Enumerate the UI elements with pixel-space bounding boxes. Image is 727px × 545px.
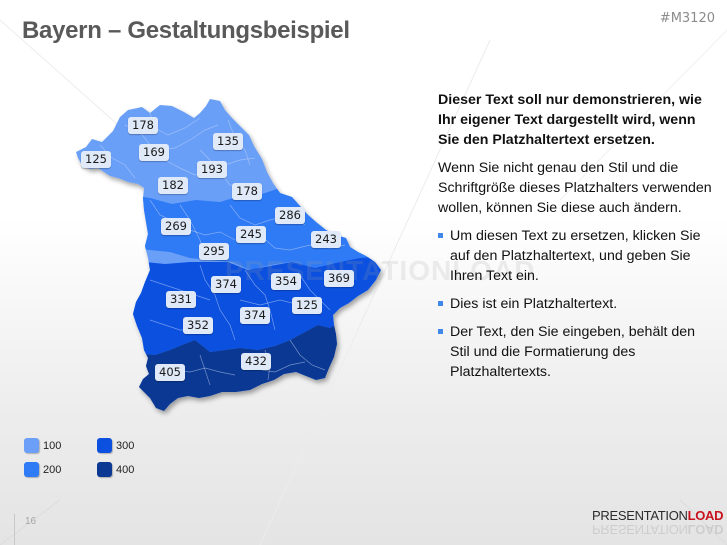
slide-id: #M3120	[659, 11, 715, 26]
map-value-label: 432	[241, 353, 271, 370]
bullet-square-icon	[438, 301, 443, 306]
map-value-label: 352	[183, 317, 213, 334]
map-value-label: 178	[232, 183, 262, 200]
bullet-item: Um diesen Text zu ersetzen, klicken Sie …	[438, 226, 718, 286]
bullet-item: Dies ist ein Platzhaltertext.	[438, 294, 718, 314]
legend-item-100: 100	[24, 438, 61, 453]
legend-swatch	[97, 462, 112, 477]
map-value-label: 243	[311, 231, 341, 248]
page-title: Bayern – Gestaltungsbeispiel	[22, 17, 350, 44]
legend-item-300: 300	[97, 438, 134, 453]
legend-item-400: 400	[97, 462, 134, 477]
text-placeholder[interactable]: Dieser Text soll nur demonstrieren, wie …	[438, 90, 718, 390]
bullet-square-icon	[438, 233, 443, 238]
legend-swatch	[24, 438, 39, 453]
presentationload-logo: PRESENTATIONLOAD	[592, 508, 724, 523]
map-value-label: 374	[211, 276, 241, 293]
body-paragraph: Wenn Sie nicht genau den Stil und die Sc…	[438, 160, 712, 216]
map-value-label: 374	[240, 307, 270, 324]
page-number: 16	[25, 516, 37, 527]
map-value-label: 135	[213, 133, 243, 150]
map-value-label: 182	[158, 177, 188, 194]
map-value-label: 269	[161, 218, 191, 235]
legend-item-200: 200	[24, 462, 61, 477]
map-value-label: 193	[197, 161, 227, 178]
footer-divider	[14, 514, 15, 545]
map-value-label: 405	[155, 364, 185, 381]
legend-swatch	[24, 462, 39, 477]
map-value-label: 369	[324, 270, 354, 287]
map-value-label: 125	[81, 151, 111, 168]
bullet-square-icon	[438, 329, 443, 334]
legend-swatch	[97, 438, 112, 453]
map-value-label: 354	[271, 273, 301, 290]
map-value-label: 125	[292, 297, 322, 314]
map-value-label: 295	[199, 243, 229, 260]
map-value-label: 245	[236, 226, 266, 243]
map-value-label: 169	[139, 144, 169, 161]
map-value-label: 331	[166, 291, 196, 308]
lead-text: Dieser Text soll nur demonstrieren, wie …	[438, 92, 702, 148]
logo-reflection: PRESENTATIONLOAD	[592, 522, 724, 537]
map-value-label: 286	[275, 207, 305, 224]
bullet-list: Um diesen Text zu ersetzen, klicken Sie …	[438, 226, 718, 382]
bullet-item: Der Text, den Sie eingeben, behält den S…	[438, 322, 718, 382]
map-value-label: 178	[128, 117, 158, 134]
